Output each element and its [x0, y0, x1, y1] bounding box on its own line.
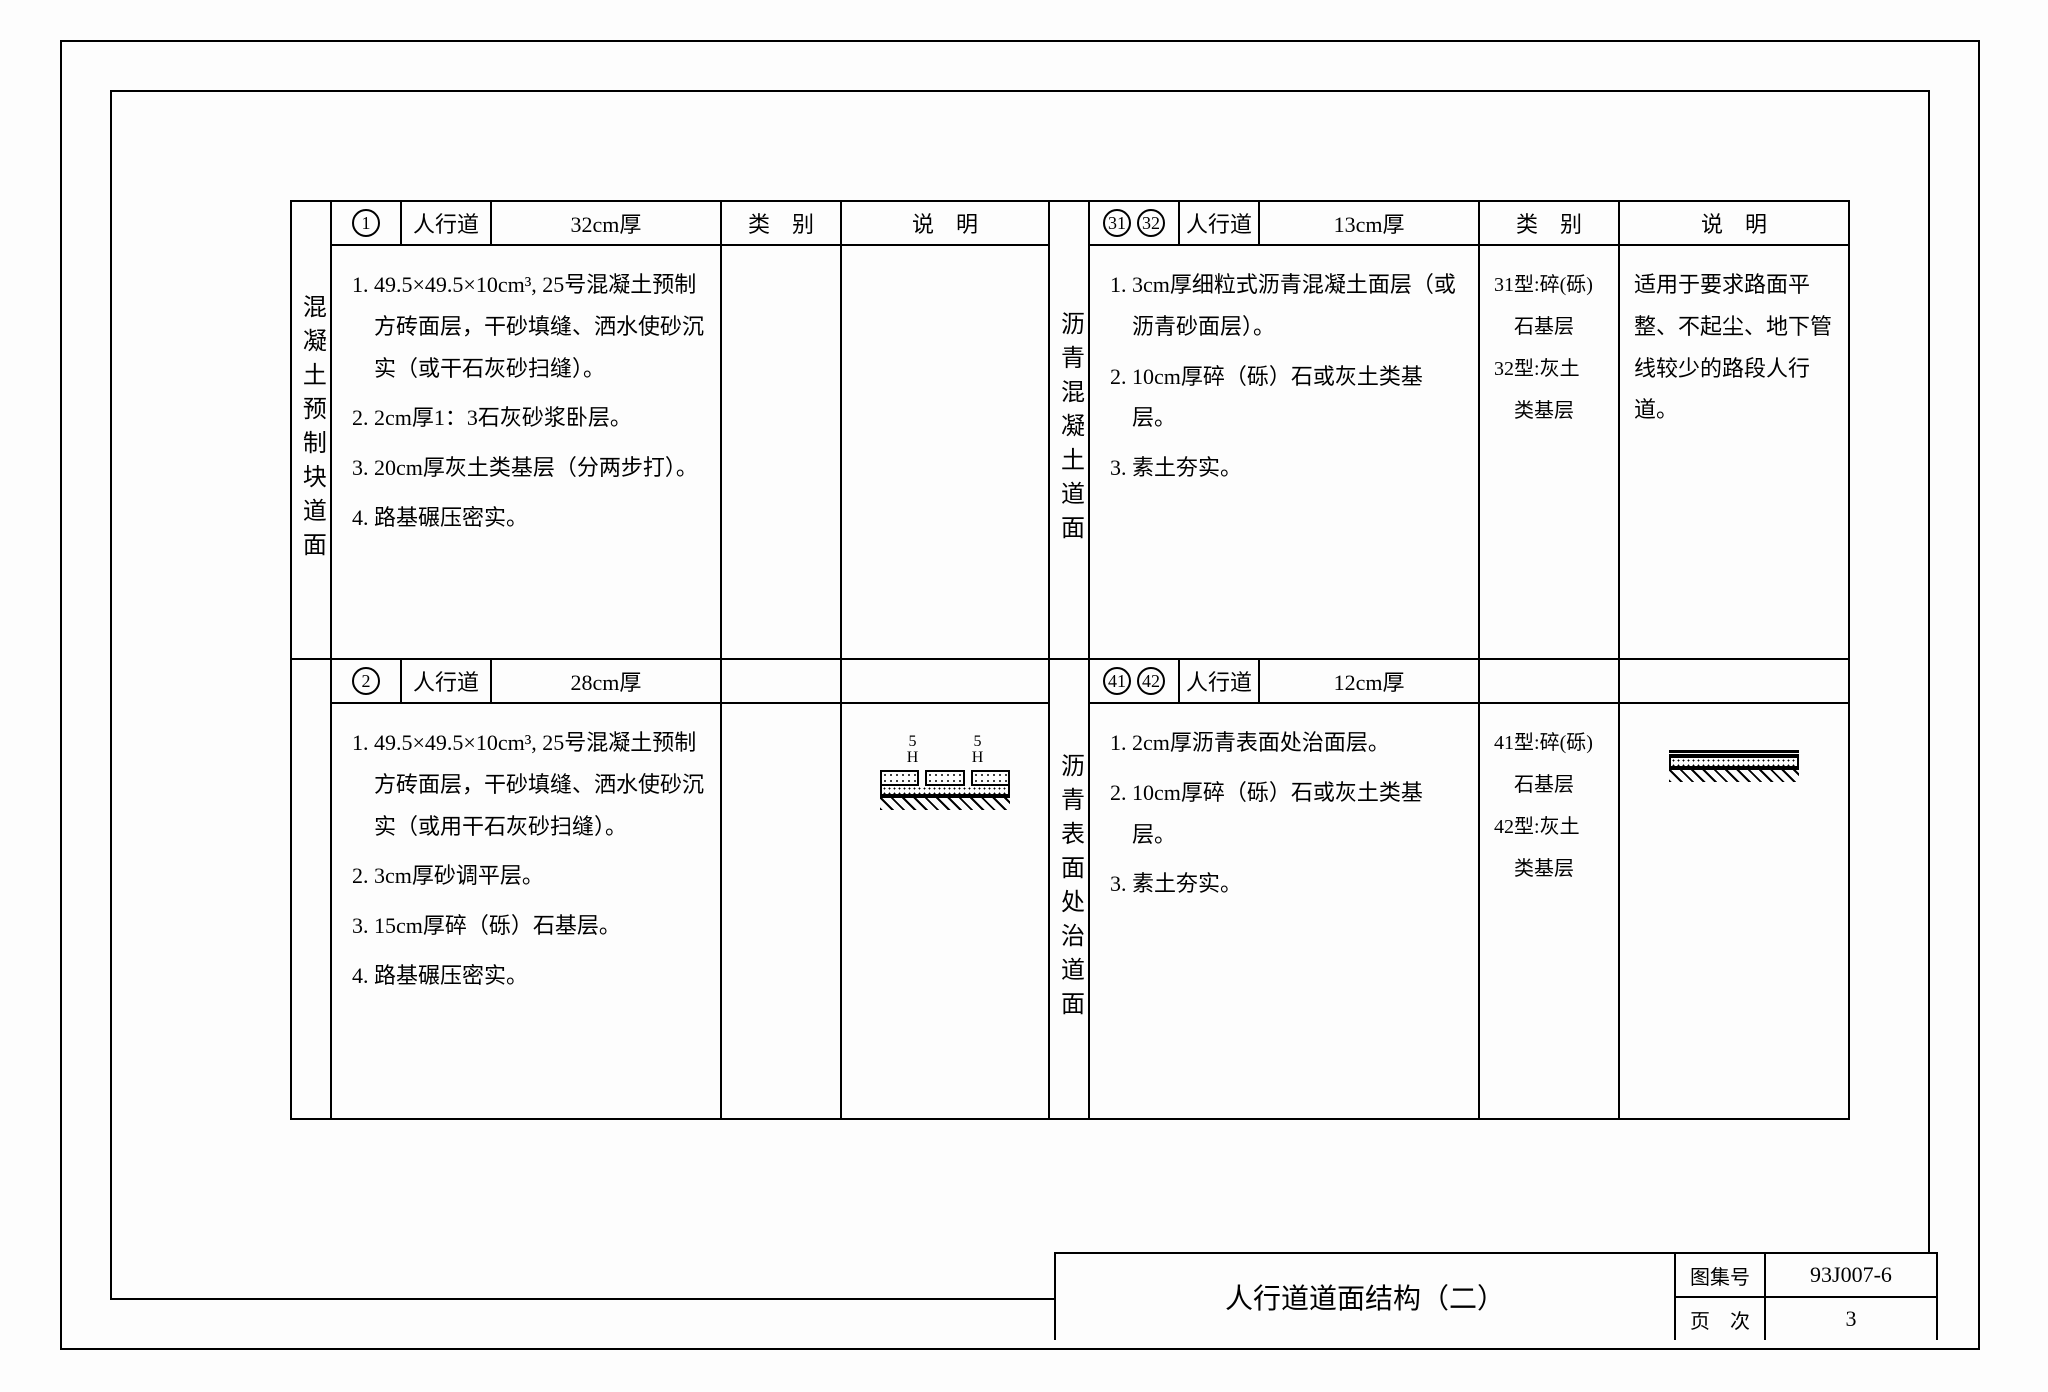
description-cell: 适用于要求路面平整、不起尘、地下管线较少的路段人行道。 — [1620, 246, 1848, 658]
spec-cell: 3cm厚细粒式沥青混凝土面层（或沥青砂面层）。 10cm厚碎（砾）石或灰土类基层… — [1090, 246, 1480, 658]
page-label: 页 次 — [1676, 1298, 1766, 1340]
circle-number-icon: 31 — [1103, 209, 1131, 237]
spec-item: 10cm厚碎（砾）石或灰土类基层。 — [1132, 356, 1464, 440]
category-line: 41型:碎(砾) — [1494, 722, 1604, 764]
cell-number: 2 — [332, 660, 402, 702]
left-row-2-content: 49.5×49.5×10cm³, 25号混凝土预制方砖面层，干砂填缝、洒水使砂沉… — [332, 704, 1048, 1118]
asphalt-section-icon — [1669, 750, 1799, 782]
right-row-1-header: 31 32 人行道 13cm厚 类 别 说 明 — [1090, 202, 1848, 246]
description-cell: 5 5 HH — [842, 704, 1048, 1118]
cell-category-header: 类 别 — [1480, 202, 1620, 244]
description-cell — [842, 246, 1048, 658]
spec-cell: 49.5×49.5×10cm³, 25号混凝土预制方砖面层，干砂填缝、洒水使砂沉… — [332, 704, 722, 1118]
cell-thickness: 13cm厚 — [1260, 202, 1480, 244]
right-row-2-content: 2cm厚沥青表面处治面层。 10cm厚碎（砾）石或灰土类基层。 素土夯实。 41… — [1090, 704, 1848, 1118]
dim-label: 5 — [974, 734, 982, 750]
spec-item: 2cm厚1：3石灰砂浆卧层。 — [374, 397, 706, 439]
spec-item: 49.5×49.5×10cm³, 25号混凝土预制方砖面层，干砂填缝、洒水使砂沉… — [374, 264, 706, 389]
section-diagram-icon: 5 5 HH — [880, 734, 1010, 810]
circle-number-icon: 41 — [1103, 667, 1131, 695]
left-row-1-content: 49.5×49.5×10cm³, 25号混凝土预制方砖面层，干砂填缝、洒水使砂沉… — [332, 246, 1048, 658]
cell-label: 人行道 — [1180, 202, 1260, 244]
circle-number-icon: 32 — [1137, 209, 1165, 237]
spec-item: 20cm厚灰土类基层（分两步打）。 — [374, 447, 706, 489]
spec-item: 素土夯实。 — [1132, 447, 1464, 489]
cell-blank — [1480, 660, 1620, 702]
cell-number: 41 42 — [1090, 660, 1180, 702]
spec-item: 49.5×49.5×10cm³, 25号混凝土预制方砖面层，干砂填缝、洒水使砂沉… — [374, 722, 706, 847]
cell-blank — [842, 660, 1048, 702]
title-meta: 图集号 93J007-6 页 次 3 — [1676, 1254, 1936, 1340]
drawing-set-label: 图集号 — [1676, 1254, 1766, 1296]
cell-description-header: 说 明 — [842, 202, 1048, 244]
right-row-1: 沥青混凝土道面 31 32 人行道 13cm厚 类 别 说 明 3cm厚细粒式沥… — [1050, 202, 1848, 660]
circle-number-icon: 2 — [352, 667, 380, 695]
spec-item: 2cm厚沥青表面处治面层。 — [1132, 722, 1464, 764]
left-row-1: 混凝土预制块道面 1 人行道 32cm厚 类 别 说 明 49.5×49.5×1… — [292, 202, 1048, 660]
category-line: 32型:灰土 — [1494, 348, 1604, 390]
cell-thickness: 28cm厚 — [492, 660, 722, 702]
spec-item: 路基碾压密实。 — [374, 497, 706, 539]
category-cell — [722, 246, 842, 658]
left-row-1-header: 1 人行道 32cm厚 类 别 说 明 — [332, 202, 1048, 246]
spec-item: 15cm厚碎（砾）石基层。 — [374, 905, 706, 947]
cell-label: 人行道 — [402, 202, 492, 244]
spec-cell: 49.5×49.5×10cm³, 25号混凝土预制方砖面层，干砂填缝、洒水使砂沉… — [332, 246, 722, 658]
spec-item: 10cm厚碎（砾）石或灰土类基层。 — [1132, 772, 1464, 856]
spec-cell: 2cm厚沥青表面处治面层。 10cm厚碎（砾）石或灰土类基层。 素土夯实。 — [1090, 704, 1480, 1118]
cell-blank — [722, 660, 842, 702]
cell-number: 1 — [332, 202, 402, 244]
drawing-set-value: 93J007-6 — [1766, 1254, 1936, 1296]
right-row-2-header: 41 42 人行道 12cm厚 — [1090, 660, 1848, 704]
left-half: 混凝土预制块道面 1 人行道 32cm厚 类 别 说 明 49.5×49.5×1… — [292, 202, 1050, 1118]
right-group-label-1: 沥青混凝土道面 — [1050, 202, 1090, 658]
spec-item: 3cm厚砂调平层。 — [374, 855, 706, 897]
cell-label: 人行道 — [1180, 660, 1260, 702]
cell-number: 31 32 — [1090, 202, 1180, 244]
cell-thickness: 32cm厚 — [492, 202, 722, 244]
spec-item: 素土夯实。 — [1132, 863, 1464, 905]
spec-table: 混凝土预制块道面 1 人行道 32cm厚 类 别 说 明 49.5×49.5×1… — [290, 200, 1850, 1120]
right-row-1-content: 3cm厚细粒式沥青混凝土面层（或沥青砂面层）。 10cm厚碎（砾）石或灰土类基层… — [1090, 246, 1848, 658]
category-cell: 41型:碎(砾) 石基层 42型:灰土 类基层 — [1480, 704, 1620, 1118]
cell-thickness: 12cm厚 — [1260, 660, 1480, 702]
cell-blank — [1620, 660, 1848, 702]
page-value: 3 — [1766, 1298, 1936, 1340]
circle-number-icon: 42 — [1137, 667, 1165, 695]
category-line: 类基层 — [1494, 848, 1604, 890]
dim-label: 5 — [909, 734, 917, 750]
circle-number-icon: 1 — [352, 209, 380, 237]
category-cell: 31型:碎(砾) 石基层 32型:灰土 类基层 — [1480, 246, 1620, 658]
spec-item: 3cm厚细粒式沥青混凝土面层（或沥青砂面层）。 — [1132, 264, 1464, 348]
category-line: 42型:灰土 — [1494, 806, 1604, 848]
category-line: 31型:碎(砾) — [1494, 264, 1604, 306]
right-row-2: 沥青表面处治道面 41 42 人行道 12cm厚 2cm厚沥青表面处治面层。 — [1050, 660, 1848, 1118]
description-cell — [1620, 704, 1848, 1118]
spec-item: 路基碾压密实。 — [374, 955, 706, 997]
drawing-title: 人行道道面结构（二） — [1056, 1254, 1676, 1340]
left-group-label: 混凝土预制块道面 — [292, 202, 332, 658]
category-line: 石基层 — [1494, 306, 1604, 348]
category-line: 石基层 — [1494, 764, 1604, 806]
right-half: 沥青混凝土道面 31 32 人行道 13cm厚 类 别 说 明 3cm厚细粒式沥… — [1050, 202, 1848, 1118]
category-line: 类基层 — [1494, 390, 1604, 432]
left-row-2-header: 2 人行道 28cm厚 — [332, 660, 1048, 704]
title-block: 人行道道面结构（二） 图集号 93J007-6 页 次 3 — [1054, 1252, 1938, 1340]
cell-label: 人行道 — [402, 660, 492, 702]
category-cell — [722, 704, 842, 1118]
right-group-label-2: 沥青表面处治道面 — [1050, 660, 1090, 1118]
cell-category-header: 类 别 — [722, 202, 842, 244]
left-row-2: 2 人行道 28cm厚 49.5×49.5×10cm³, 25号混凝土预制方砖面… — [292, 660, 1048, 1118]
left-group-label-cont — [292, 660, 332, 1118]
cell-description-header: 说 明 — [1620, 202, 1848, 244]
